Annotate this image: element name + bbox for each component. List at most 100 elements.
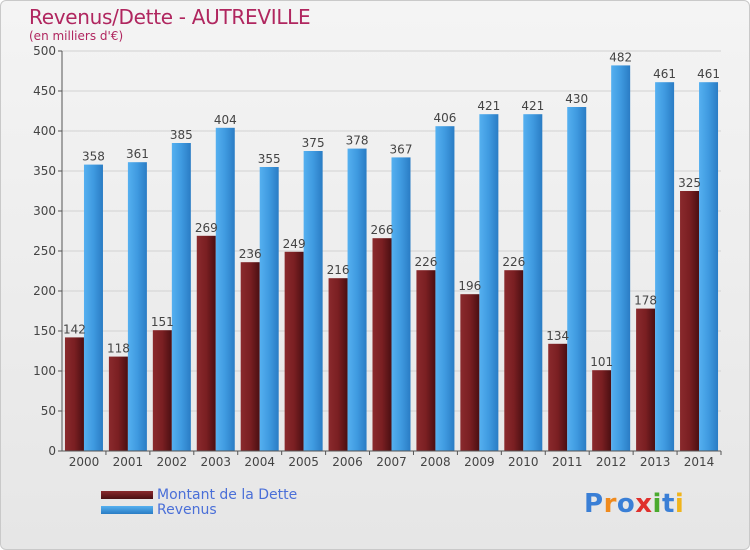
bar-debt <box>240 262 260 451</box>
data-label-revenue: 361 <box>126 147 149 161</box>
bar-debt <box>64 337 84 451</box>
bar-debt <box>504 270 524 451</box>
logo-letter: P <box>584 489 604 519</box>
bar-revenue <box>303 151 323 451</box>
data-label-revenue: 406 <box>433 111 456 125</box>
data-label-revenue: 355 <box>258 152 281 166</box>
data-label-revenue: 430 <box>565 92 588 106</box>
bar-revenue <box>127 162 147 451</box>
bar-revenue <box>699 82 719 451</box>
bar-debt <box>108 356 128 451</box>
x-tick-label: 2004 <box>244 455 275 469</box>
data-label-debt: 226 <box>414 255 437 269</box>
legend-label-revenue: Revenus <box>157 501 217 518</box>
bar-debt <box>328 278 348 451</box>
x-tick-label: 2009 <box>464 455 495 469</box>
logo-letter: i <box>652 489 662 519</box>
bar-revenue <box>347 148 367 451</box>
data-label-revenue: 358 <box>82 150 105 164</box>
bar-revenue <box>523 114 543 451</box>
y-tick-label: 300 <box>33 204 56 218</box>
logo-letter: r <box>603 489 617 519</box>
data-label-revenue: 421 <box>477 99 500 113</box>
bar-debt <box>592 370 612 451</box>
bar-debt <box>680 191 700 451</box>
legend-label-debt: Montant de la Dette <box>157 486 298 503</box>
data-label-debt: 134 <box>546 329 569 343</box>
logo-letter: o <box>616 489 636 519</box>
x-tick-label: 2013 <box>640 455 671 469</box>
y-tick-label: 250 <box>33 244 56 258</box>
data-label-debt: 118 <box>107 342 130 356</box>
bar-revenue <box>259 167 279 451</box>
data-label-debt: 269 <box>195 221 218 235</box>
bar-debt <box>372 238 392 451</box>
logo-letter: x <box>635 489 653 519</box>
logo-letter: i <box>674 489 685 519</box>
bar-revenue <box>171 143 191 451</box>
y-tick-label: 150 <box>33 324 56 338</box>
bar-revenue <box>435 126 455 451</box>
y-tick-label: 200 <box>33 284 56 298</box>
proxiti-logo: Proxiti <box>584 489 684 519</box>
bar-revenue <box>479 114 499 451</box>
legend-swatch-debt <box>101 490 153 499</box>
data-label-debt: 196 <box>458 279 481 293</box>
bar-debt <box>636 308 656 451</box>
x-tick-label: 2008 <box>420 455 451 469</box>
data-label-revenue: 482 <box>609 50 632 64</box>
y-tick-label: 100 <box>33 364 56 378</box>
y-tick-label: 450 <box>33 84 56 98</box>
y-tick-label: 350 <box>33 164 56 178</box>
data-label-revenue: 461 <box>653 67 676 81</box>
x-tick-label: 2007 <box>376 455 407 469</box>
data-label-debt: 216 <box>327 263 350 277</box>
bar-revenue <box>655 82 675 451</box>
data-label-debt: 249 <box>283 237 306 251</box>
data-label-revenue: 385 <box>170 128 193 142</box>
legend-item-debt: Montant de la Dette <box>101 486 298 503</box>
y-tick-label: 0 <box>48 444 56 458</box>
bar-debt <box>460 294 480 451</box>
x-tick-label: 2011 <box>552 455 583 469</box>
legend-swatch-revenue <box>101 505 153 514</box>
x-tick-label: 2000 <box>69 455 100 469</box>
data-label-debt: 236 <box>239 247 262 261</box>
chart-subtitle: (en milliers d'€) <box>29 29 124 43</box>
data-label-revenue: 375 <box>302 136 325 150</box>
x-tick-label: 2005 <box>288 455 319 469</box>
data-label-debt: 178 <box>634 294 657 308</box>
data-label-revenue: 378 <box>346 134 369 148</box>
bar-debt <box>416 270 436 451</box>
bar-debt <box>284 251 304 451</box>
x-tick-label: 2003 <box>200 455 231 469</box>
data-label-revenue: 461 <box>697 67 720 81</box>
y-tick-label: 500 <box>33 44 56 58</box>
bar-revenue <box>83 164 103 451</box>
logo-letter: t <box>661 489 675 519</box>
data-label-revenue: 404 <box>214 113 237 127</box>
bar-revenue <box>215 127 235 452</box>
bar-revenue <box>611 65 631 452</box>
x-tick-label: 2006 <box>332 455 363 469</box>
x-tick-label: 2012 <box>596 455 627 469</box>
bar-revenue <box>391 157 411 451</box>
bar-debt <box>196 235 216 451</box>
data-label-revenue: 421 <box>521 99 544 113</box>
chart-legend: Montant de la Dette Revenus <box>101 486 298 518</box>
x-tick-label: 2010 <box>508 455 539 469</box>
data-label-debt: 226 <box>502 255 525 269</box>
bar-debt <box>548 343 568 451</box>
data-label-debt: 266 <box>371 223 394 237</box>
data-label-revenue: 367 <box>390 142 413 156</box>
bar-revenue <box>567 107 587 451</box>
chart-title: Revenus/Dette - AUTREVILLE <box>29 5 311 29</box>
data-label-debt: 325 <box>678 176 701 190</box>
x-tick-label: 2014 <box>684 455 715 469</box>
bar-debt <box>152 330 172 451</box>
y-tick-label: 400 <box>33 124 56 138</box>
legend-item-revenue: Revenus <box>101 501 297 518</box>
data-label-debt: 101 <box>590 355 613 369</box>
